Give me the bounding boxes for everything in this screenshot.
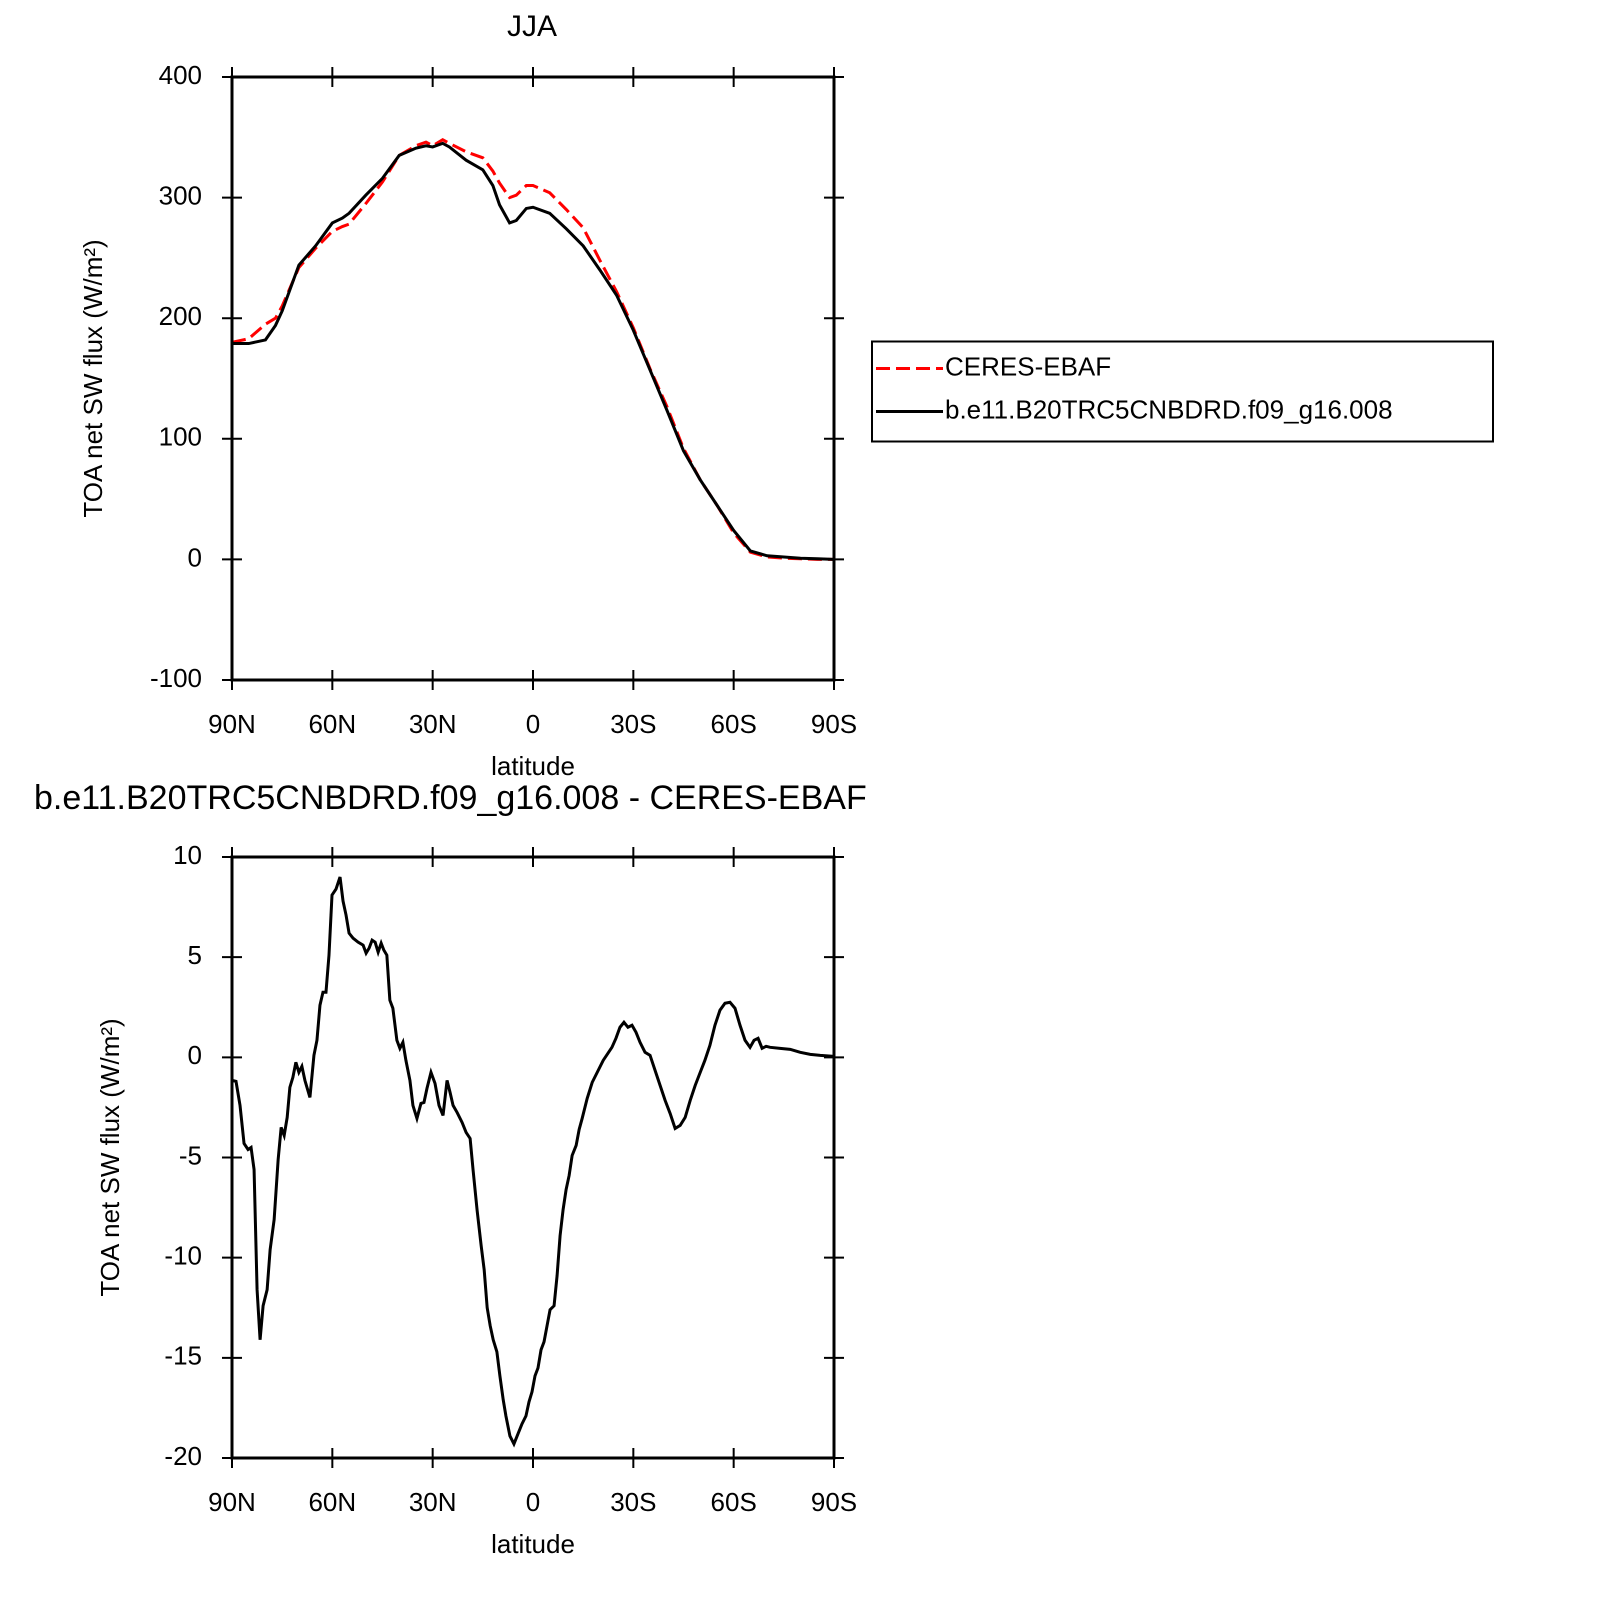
y-tick-label: -10 (164, 1241, 202, 1271)
y-axis-label: TOA net SW flux (W/m²) (95, 1018, 125, 1296)
x-tick-label: 90N (208, 709, 256, 739)
plot-frame (230, 75, 836, 682)
chart-title: JJA (507, 10, 557, 43)
y-tick-label: 200 (159, 301, 202, 331)
x-tick-label: 30S (610, 1487, 656, 1517)
x-tick-label: 90N (208, 1487, 256, 1517)
y-tick-label: 0 (188, 1040, 202, 1070)
x-tick-label: 90S (811, 709, 857, 739)
y-axis-label: TOA net SW flux (W/m²) (78, 239, 108, 517)
data-line (231, 137, 834, 561)
y-tick-label: 300 (159, 180, 202, 210)
y-tick-label: 5 (188, 940, 202, 970)
x-tick-label: 30S (610, 709, 656, 739)
x-tick-label: 60N (308, 1487, 356, 1517)
y-tick-label: 0 (188, 542, 202, 572)
y-tick-label: 10 (173, 840, 202, 870)
chart-title: b.e11.B20TRC5CNBDRD.f09_g16.008 - CERES-… (34, 779, 867, 817)
x-axis-label: latitude (491, 751, 575, 781)
y-tick-label: 400 (159, 60, 202, 90)
y-tick-label: -100 (150, 663, 202, 693)
x-tick-label: 60N (308, 709, 356, 739)
x-tick-label: 0 (526, 1487, 540, 1517)
y-tick-label: -5 (179, 1140, 202, 1170)
legend-label: CERES-EBAF (945, 351, 1111, 381)
plot-frame (230, 855, 836, 1460)
x-tick-label: 30N (409, 709, 457, 739)
data-line (232, 141, 835, 561)
y-tick-label: -20 (164, 1441, 202, 1471)
x-tick-label: 90S (811, 1487, 857, 1517)
x-tick-label: 60S (711, 1487, 757, 1517)
legend-label: b.e11.B20TRC5CNBDRD.f09_g16.008 (945, 394, 1393, 424)
x-tick-label: 0 (526, 709, 540, 739)
data-line (231, 876, 835, 1448)
y-tick-label: 100 (159, 422, 202, 452)
legend-box (871, 340, 1494, 443)
x-tick-label: 60S (711, 709, 757, 739)
x-axis-label: latitude (491, 1529, 575, 1559)
y-tick-label: -15 (164, 1341, 202, 1371)
x-tick-label: 30N (409, 1487, 457, 1517)
